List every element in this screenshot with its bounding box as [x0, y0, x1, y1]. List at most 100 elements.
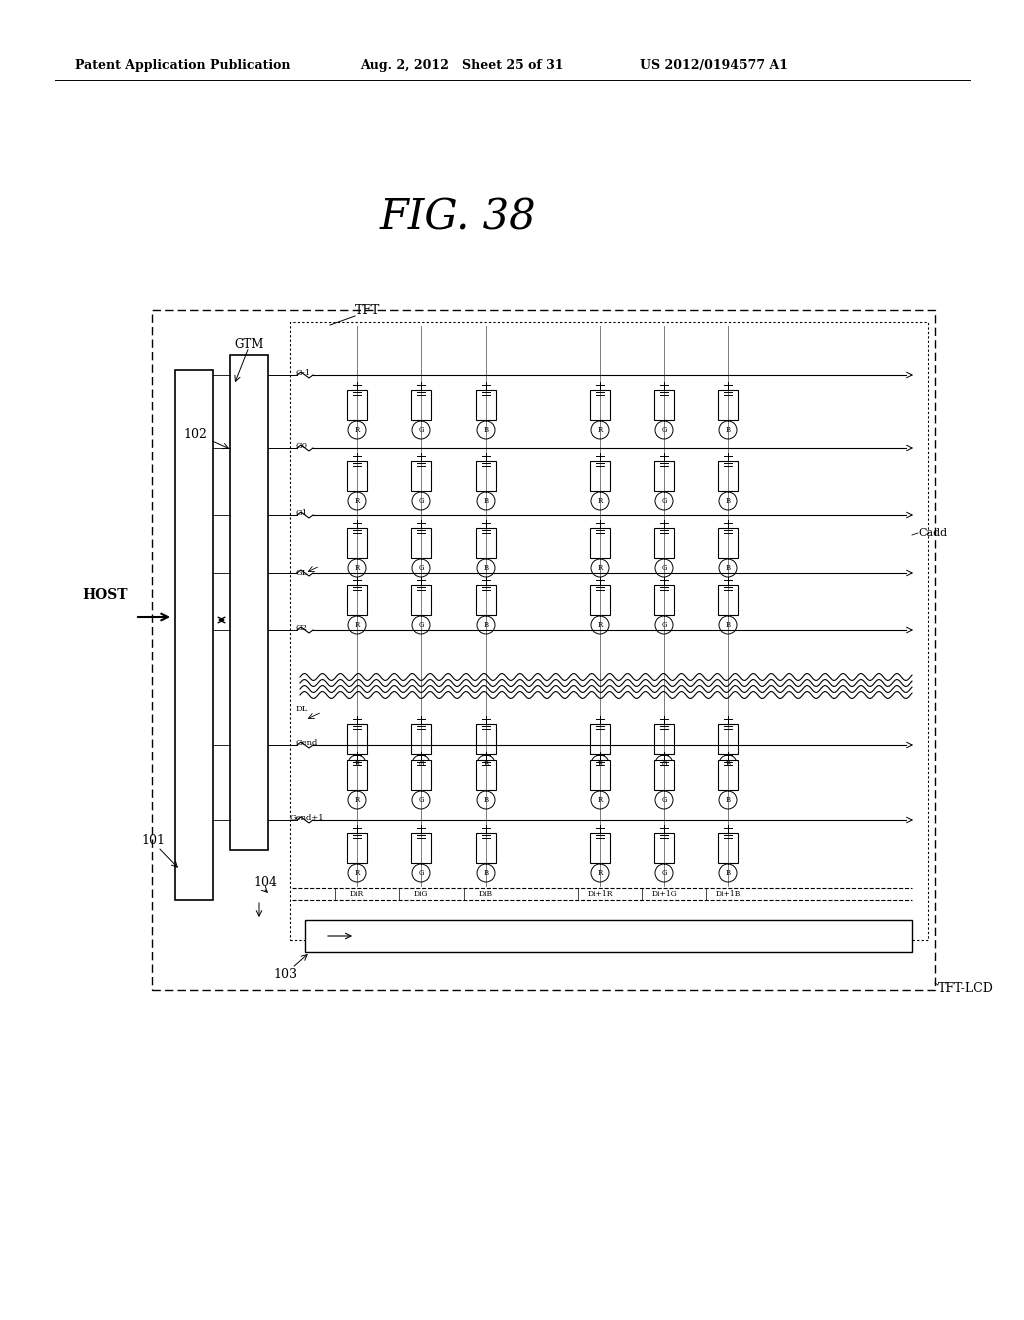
- Bar: [590, 723, 610, 754]
- Text: Gend+1: Gend+1: [290, 814, 325, 822]
- Text: TFT-LCD: TFT-LCD: [938, 982, 994, 994]
- Text: B: B: [483, 760, 488, 768]
- Bar: [476, 723, 496, 754]
- Circle shape: [412, 421, 430, 440]
- Circle shape: [348, 865, 366, 882]
- Text: B: B: [725, 426, 730, 434]
- Bar: [654, 760, 674, 789]
- Bar: [654, 723, 674, 754]
- Bar: [152, 310, 935, 990]
- Circle shape: [412, 616, 430, 634]
- Bar: [305, 920, 912, 952]
- Bar: [590, 833, 610, 863]
- Text: G: G: [662, 869, 667, 876]
- Bar: [347, 389, 367, 420]
- Text: G: G: [418, 620, 424, 630]
- Bar: [411, 528, 431, 558]
- Text: R: R: [354, 564, 359, 572]
- Bar: [347, 723, 367, 754]
- Circle shape: [655, 558, 673, 577]
- Circle shape: [655, 616, 673, 634]
- Text: G: G: [662, 426, 667, 434]
- Text: R: R: [597, 498, 603, 506]
- Text: DiG: DiG: [414, 890, 428, 898]
- Circle shape: [477, 492, 495, 510]
- Bar: [590, 528, 610, 558]
- Text: B: B: [725, 564, 730, 572]
- Bar: [347, 461, 367, 491]
- Text: TFT: TFT: [355, 304, 380, 317]
- Text: G: G: [418, 498, 424, 506]
- Bar: [654, 833, 674, 863]
- Circle shape: [348, 755, 366, 774]
- Text: R: R: [597, 869, 603, 876]
- Text: R: R: [354, 426, 359, 434]
- Text: Patent Application Publication: Patent Application Publication: [75, 58, 291, 71]
- Text: G: G: [662, 796, 667, 804]
- Text: B: B: [725, 620, 730, 630]
- Text: R: R: [354, 498, 359, 506]
- Circle shape: [477, 865, 495, 882]
- Text: R: R: [354, 796, 359, 804]
- Circle shape: [348, 421, 366, 440]
- Bar: [476, 760, 496, 789]
- Text: 104: 104: [253, 876, 278, 890]
- Bar: [654, 461, 674, 491]
- Bar: [411, 389, 431, 420]
- Text: B: B: [725, 498, 730, 506]
- Circle shape: [412, 558, 430, 577]
- Text: B: B: [483, 620, 488, 630]
- Text: Di+1B: Di+1B: [716, 890, 740, 898]
- Text: B: B: [483, 869, 488, 876]
- Bar: [718, 528, 738, 558]
- Text: G: G: [418, 796, 424, 804]
- Text: G: G: [418, 869, 424, 876]
- Text: DiR: DiR: [350, 890, 365, 898]
- Circle shape: [477, 791, 495, 809]
- Bar: [175, 370, 213, 900]
- Bar: [718, 723, 738, 754]
- Bar: [590, 760, 610, 789]
- Circle shape: [655, 791, 673, 809]
- Text: Di+1R: Di+1R: [587, 890, 612, 898]
- Text: FIG. 38: FIG. 38: [380, 197, 537, 239]
- Text: B: B: [483, 564, 488, 572]
- Circle shape: [719, 421, 737, 440]
- Text: R: R: [597, 426, 603, 434]
- Circle shape: [477, 755, 495, 774]
- Text: 101: 101: [141, 833, 165, 846]
- Bar: [411, 461, 431, 491]
- Text: Cadd: Cadd: [918, 528, 947, 539]
- Text: R: R: [597, 564, 603, 572]
- Bar: [590, 389, 610, 420]
- Circle shape: [655, 492, 673, 510]
- Bar: [654, 389, 674, 420]
- Bar: [230, 355, 268, 850]
- Circle shape: [655, 865, 673, 882]
- Circle shape: [412, 492, 430, 510]
- Bar: [718, 585, 738, 615]
- Text: DL: DL: [296, 705, 308, 713]
- Bar: [411, 585, 431, 615]
- Bar: [411, 723, 431, 754]
- Circle shape: [719, 558, 737, 577]
- Text: G: G: [662, 564, 667, 572]
- Bar: [411, 760, 431, 789]
- Circle shape: [719, 791, 737, 809]
- Circle shape: [591, 421, 609, 440]
- Bar: [347, 833, 367, 863]
- Bar: [476, 528, 496, 558]
- Text: R: R: [354, 869, 359, 876]
- Text: B: B: [725, 760, 730, 768]
- Circle shape: [719, 755, 737, 774]
- Text: Gend: Gend: [296, 739, 318, 747]
- Circle shape: [719, 616, 737, 634]
- Text: G: G: [418, 564, 424, 572]
- Text: HOST: HOST: [82, 587, 128, 602]
- Bar: [347, 585, 367, 615]
- Circle shape: [591, 791, 609, 809]
- Bar: [654, 585, 674, 615]
- Text: G0: G0: [296, 442, 308, 450]
- Text: GTM: GTM: [234, 338, 264, 351]
- Text: R: R: [597, 620, 603, 630]
